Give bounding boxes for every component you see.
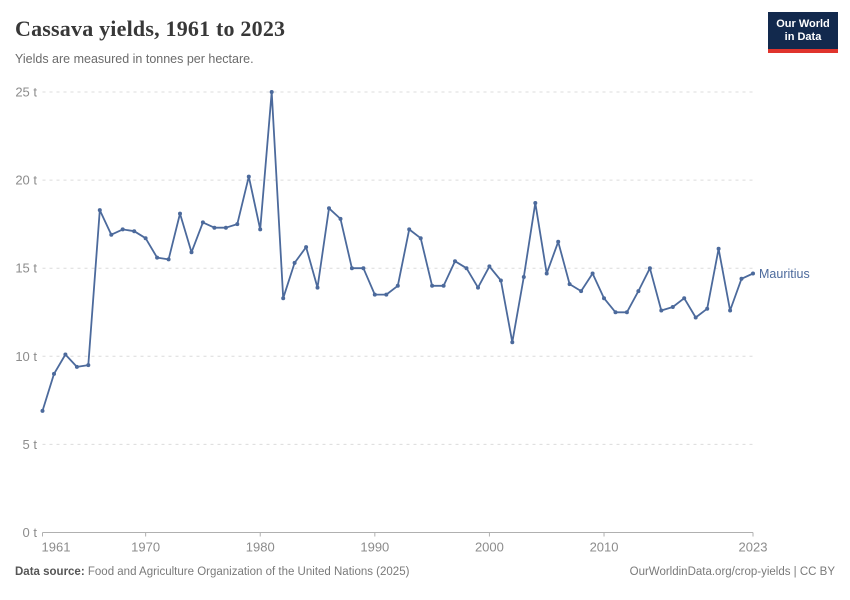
- data-source-text: Food and Agriculture Organization of the…: [87, 566, 410, 578]
- data-point: [624, 310, 629, 315]
- y-axis-tick-label: 10 t: [15, 349, 37, 364]
- owid-logo-text: Our World in Data: [768, 12, 838, 49]
- data-point: [40, 408, 45, 413]
- data-point: [235, 222, 240, 227]
- data-point: [97, 208, 102, 213]
- data-point: [430, 283, 435, 288]
- data-point: [670, 305, 675, 309]
- y-axis-tick-label: 0 t: [23, 525, 38, 540]
- data-point: [189, 250, 194, 255]
- data-point: [281, 296, 286, 301]
- x-axis-tick-label: 1980: [246, 540, 275, 555]
- data-point: [590, 271, 595, 276]
- data-point: [453, 259, 457, 264]
- data-source-label: Data source:: [15, 566, 85, 578]
- data-point: [349, 266, 354, 271]
- data-point: [166, 257, 171, 262]
- data-point: [682, 296, 687, 301]
- data-point: [544, 271, 549, 276]
- page-subtitle: Yields are measured in tonnes per hectar…: [15, 52, 254, 66]
- data-point: [751, 271, 755, 276]
- owid-logo-line2: in Data: [784, 31, 822, 44]
- data-point: [258, 227, 263, 232]
- x-axis-tick-label: 2010: [590, 540, 619, 555]
- x-axis-tick-label: 1990: [360, 540, 389, 555]
- y-axis-tick-label: 25 t: [15, 85, 37, 100]
- data-point: [120, 227, 125, 232]
- data-point: [487, 264, 492, 269]
- data-point: [441, 283, 446, 288]
- data-point: [579, 289, 584, 294]
- owid-logo-line1: Our World: [776, 18, 830, 30]
- data-point: [613, 310, 618, 315]
- plot-area[interactable]: [43, 82, 754, 533]
- data-point: [739, 276, 744, 281]
- data-point: [693, 315, 698, 320]
- data-point: [647, 266, 652, 271]
- data-point: [74, 364, 79, 369]
- data-source-note: Data source: Food and Agriculture Organi…: [15, 566, 409, 578]
- data-point: [476, 285, 480, 290]
- data-point: [132, 229, 137, 234]
- data-point: [384, 292, 389, 297]
- data-point: [556, 239, 561, 244]
- data-point: [498, 278, 503, 283]
- y-axis-tick-label: 20 t: [15, 173, 37, 188]
- data-point: [269, 90, 274, 94]
- data-point: [361, 266, 366, 271]
- data-point: [52, 371, 56, 376]
- data-point: [602, 296, 606, 301]
- data-point: [292, 260, 297, 265]
- x-axis-tick-label: 2023: [739, 540, 768, 555]
- data-point: [109, 232, 114, 237]
- data-point: [200, 220, 205, 225]
- data-point: [567, 282, 572, 287]
- data-point: [659, 308, 664, 313]
- data-point: [705, 306, 710, 311]
- data-point: [636, 289, 641, 294]
- data-point: [728, 308, 733, 313]
- page-title: Cassava yields, 1961 to 2023: [15, 16, 286, 41]
- data-point: [521, 275, 526, 279]
- data-point: [338, 216, 343, 221]
- x-axis-tick-label: 1970: [131, 540, 160, 555]
- data-point: [155, 255, 160, 260]
- x-axis-tick-label: 1961: [42, 540, 71, 555]
- x-axis-tick-label: 2000: [475, 540, 504, 555]
- credit-link[interactable]: OurWorldinData.org/crop-yields | CC BY: [629, 566, 835, 578]
- data-point: [63, 352, 68, 357]
- data-point: [464, 266, 469, 271]
- data-point: [716, 246, 721, 251]
- data-point: [407, 227, 412, 232]
- data-point: [304, 245, 309, 250]
- data-point: [86, 363, 91, 368]
- data-point: [418, 236, 423, 241]
- y-axis-tick-label: 5 t: [23, 437, 38, 452]
- data-point: [533, 201, 538, 205]
- owid-logo[interactable]: Our World in Data: [768, 12, 838, 54]
- data-point: [510, 340, 515, 345]
- data-point: [212, 225, 217, 230]
- series-end-label[interactable]: Mauritius: [759, 267, 810, 281]
- footer: Data source: Food and Agriculture Organi…: [15, 566, 835, 578]
- y-axis-tick-label: 15 t: [15, 261, 37, 276]
- data-point: [372, 292, 377, 297]
- data-point: [315, 285, 320, 290]
- data-point: [327, 206, 331, 211]
- data-point: [246, 174, 251, 179]
- data-point: [223, 225, 228, 230]
- data-point: [178, 211, 182, 216]
- data-point: [395, 283, 400, 288]
- data-point: [143, 236, 148, 241]
